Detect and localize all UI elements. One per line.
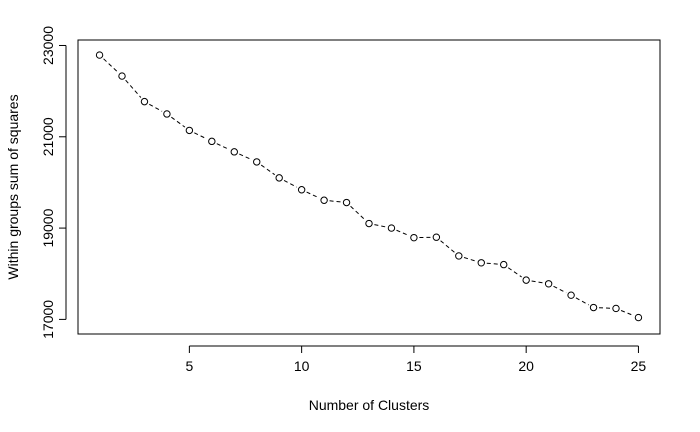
data-point [522,276,530,284]
x-tick-label: 10 [294,358,310,374]
data-point [253,158,261,166]
series-segment [440,240,455,253]
data-point [612,304,620,313]
data-point [365,219,373,228]
series-segment [531,280,544,284]
data-point [500,260,508,269]
series-segment [149,103,163,112]
series-segment [553,285,567,294]
data-point [455,252,463,260]
data-point [95,51,104,59]
series-segment [374,224,387,228]
data-point [567,291,575,299]
series-segment [463,257,477,262]
data-point [230,148,238,156]
data-point [163,110,171,118]
data-point [544,280,553,288]
series-segment [350,205,366,221]
x-axis: 5 10 15 20 25 [185,345,647,374]
x-tick-label: 5 [185,358,193,374]
x-axis-title: Number of Clusters [309,397,430,413]
y-tick-label: 21000 [40,117,56,156]
series-segment [306,191,320,199]
data-point [208,137,216,146]
series-segment [620,310,634,316]
y-axis: 17000 19000 21000 23000 [40,26,67,339]
data-point [140,97,149,106]
series-segment [171,116,186,128]
data-point [477,259,485,267]
plot-frame [77,39,661,335]
x-tick-label: 20 [518,358,534,374]
series-segment [194,132,208,140]
y-axis-title: Within groups sum of squares [5,94,21,279]
y-tick-label: 17000 [40,300,56,339]
data-point [634,313,643,322]
series-segment [103,58,119,73]
series-segment [125,79,142,98]
data-point [410,233,418,242]
data-point [297,186,306,194]
data-point [387,224,396,232]
data-point [342,198,351,207]
series-segment [283,179,298,188]
x-tick-label: 25 [631,358,647,374]
series-segment [260,164,275,176]
x-tick-label: 15 [406,358,422,374]
data-point [320,196,328,204]
data-point [185,126,194,135]
series-segment [575,297,589,306]
data-point [118,72,126,80]
series-segment [486,262,499,265]
y-tick-label: 19000 [40,208,56,247]
data-point [275,174,283,182]
y-tick-label: 23000 [40,26,56,65]
series-segment [396,229,410,236]
series-segment [329,200,342,203]
data-point [432,233,441,241]
series-segment [216,143,230,150]
data-point [589,303,598,312]
series-segment [507,267,522,278]
series-segment [239,153,252,161]
series-layer [95,51,643,322]
